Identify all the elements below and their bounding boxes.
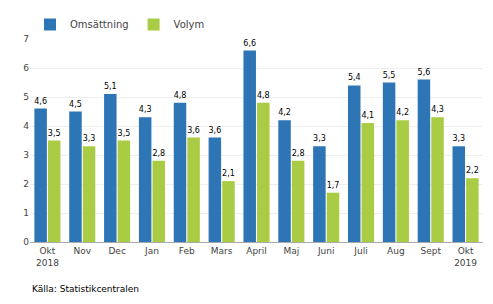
svg-text:4,1: 4,1 [361,111,374,120]
svg-text:6: 6 [23,63,29,73]
svg-text:2,1: 2,1 [222,169,235,178]
svg-text:1: 1 [23,208,29,218]
svg-text:5,6: 5,6 [418,68,431,77]
svg-text:3,3: 3,3 [83,134,96,143]
svg-text:5,4: 5,4 [348,73,361,82]
svg-text:Sept: Sept [420,246,441,256]
svg-text:Juli: Juli [353,246,367,256]
svg-text:Dec: Dec [108,246,125,256]
svg-text:4,3: 4,3 [431,105,444,114]
svg-text:Omsättning: Omsättning [70,19,129,30]
svg-text:Okt2019: Okt2019 [454,246,477,268]
svg-text:4,8: 4,8 [257,91,270,100]
svg-text:3,6: 3,6 [187,126,200,135]
svg-text:2: 2 [23,179,29,189]
svg-text:0: 0 [23,237,29,247]
svg-text:4,8: 4,8 [174,91,187,100]
svg-text:4,6: 4,6 [34,97,47,106]
svg-text:3: 3 [23,150,29,160]
svg-text:Maj: Maj [283,246,299,256]
svg-text:6,6: 6,6 [243,39,256,48]
svg-text:Juni: Juni [317,246,335,256]
svg-text:4,2: 4,2 [278,108,291,117]
svg-text:4,3: 4,3 [139,105,152,114]
svg-text:3,5: 3,5 [48,129,61,138]
svg-text:3,3: 3,3 [313,134,326,143]
svg-text:Volym: Volym [174,19,205,30]
svg-text:Källa: Statistikcentralen: Källa: Statistikcentralen [32,284,139,294]
svg-text:Okt2018: Okt2018 [36,246,59,268]
svg-text:5: 5 [23,92,29,102]
svg-text:Feb: Feb [179,246,195,256]
svg-text:2,8: 2,8 [152,149,165,158]
svg-text:2,8: 2,8 [292,149,305,158]
svg-text:Mars: Mars [211,246,233,256]
svg-text:April: April [246,246,267,256]
svg-text:1,7: 1,7 [327,181,340,190]
svg-text:4: 4 [23,121,29,131]
svg-text:2,2: 2,2 [466,166,479,175]
svg-text:Jan: Jan [144,246,159,256]
svg-text:7: 7 [23,34,29,44]
svg-text:Nov: Nov [73,246,91,256]
svg-text:3,3: 3,3 [452,134,465,143]
svg-text:Aug: Aug [387,246,405,256]
svg-text:4,2: 4,2 [396,108,409,117]
svg-text:5,1: 5,1 [104,82,117,91]
svg-text:3,6: 3,6 [208,126,221,135]
svg-text:4,5: 4,5 [69,100,82,109]
svg-text:5,5: 5,5 [383,71,396,80]
svg-text:3,5: 3,5 [118,129,131,138]
